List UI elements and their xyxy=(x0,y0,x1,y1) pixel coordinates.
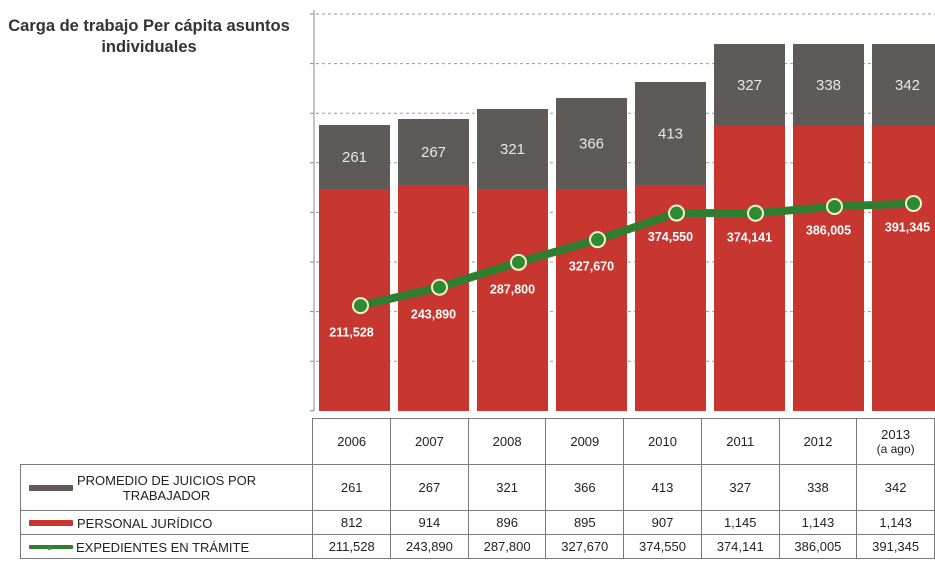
line-expedientes xyxy=(359,199,914,310)
year-label: 2007 xyxy=(414,434,444,449)
table-cell: 386,005 xyxy=(778,534,858,559)
point-expedientes xyxy=(905,195,922,213)
table-row-expedientes: EXPEDIENTES EN TRÁMITE 211,528 243,890 287… xyxy=(19,534,935,559)
data-table: 2006 2007 2008 2009 2010 2011 2012 2013 (a ago) … xyxy=(19,418,935,559)
table-cell: 338 xyxy=(778,464,858,511)
table-cell: 896 xyxy=(467,510,547,535)
point-expedientes xyxy=(826,198,843,216)
chart-title: Carga de trabajo Per cápita asuntos indi… xyxy=(8,17,290,56)
bar-promedio-juicios xyxy=(556,98,627,189)
table-cell: 391,345 xyxy=(856,534,935,559)
year-label: 2009 xyxy=(570,434,600,449)
legend-label-promedio-line1: PROMEDIO DE JUICIOS POR xyxy=(77,472,257,488)
legend-swatch-red xyxy=(29,520,73,527)
bar-label-promedio: 261 xyxy=(342,149,367,166)
bar-personal-juridico xyxy=(793,126,864,411)
year-header-cell: 2009 xyxy=(545,418,625,465)
year-header-cell: 2013 (a ago) xyxy=(856,418,935,465)
data-label-expedientes: 287,800 xyxy=(490,282,535,296)
legend-label-expedientes: EXPEDIENTES EN TRÁMITE xyxy=(76,539,250,555)
table-row-promedio: PROMEDIO DE JUICIOS POR TRABAJADOR 261 267… xyxy=(19,464,935,511)
bar-promedio-juicios xyxy=(793,44,864,126)
table-cell: 374,141 xyxy=(700,534,780,559)
table-cell: 261 xyxy=(312,464,392,511)
bar-promedio-juicios xyxy=(398,119,469,185)
legend-label-promedio-line2: TRABAJADOR xyxy=(122,487,211,503)
stacked-bar-chart: 261 267 321 366 413 327 338 342 211,528 243,890 28… xyxy=(310,10,935,412)
data-label-expedientes: 374,550 xyxy=(648,230,693,244)
year-label: 2013 xyxy=(881,427,911,442)
data-label-expedientes: 327,670 xyxy=(569,260,614,274)
year-header-cell: 2012 xyxy=(778,418,858,465)
legend-expedientes: EXPEDIENTES EN TRÁMITE xyxy=(19,534,314,559)
table-row-personal: PERSONAL JURÍDICO 812 914 896 895 907 1,145 1,… xyxy=(19,510,935,535)
year-label: 2012 xyxy=(803,434,833,449)
table-cell: 1,143 xyxy=(778,510,858,535)
bar-promedio-juicios xyxy=(319,125,390,189)
table-cell: 366 xyxy=(545,464,625,511)
legend-label-promedio: PROMEDIO DE JUICIOS POR TRABAJADOR xyxy=(77,473,256,503)
year-label: 2010 xyxy=(648,434,677,449)
bar-label-promedio: 342 xyxy=(895,77,920,94)
bar-personal-juridico xyxy=(872,126,935,411)
bar-promedio-juicios xyxy=(872,44,935,126)
point-expedientes xyxy=(589,231,606,249)
legend-swatch-gray xyxy=(29,484,73,491)
table-cell: 327,670 xyxy=(545,534,625,559)
data-label-expedientes: 374,141 xyxy=(727,230,772,244)
point-expedientes xyxy=(431,278,448,296)
data-label-expedientes: 243,890 xyxy=(411,307,456,321)
table-cell: 211,528 xyxy=(312,534,392,559)
point-expedientes xyxy=(352,297,369,315)
table-cell: 374,550 xyxy=(623,534,702,559)
table-cell: 287,800 xyxy=(467,534,547,559)
bar-promedio-juicios xyxy=(635,82,706,185)
table-cell: 327 xyxy=(700,464,780,511)
data-label-expedientes: 386,005 xyxy=(806,224,851,238)
table-cell: 895 xyxy=(545,510,625,535)
table-corner xyxy=(21,419,313,465)
table-cell: 243,890 xyxy=(390,534,469,559)
bar-personal-juridico xyxy=(477,189,548,411)
year-label: 2011 xyxy=(726,434,755,449)
data-label-expedientes: 211,528 xyxy=(329,326,374,340)
table-cell: 267 xyxy=(390,464,469,511)
bar-personal-juridico xyxy=(714,126,785,411)
bar-promedio-juicios xyxy=(714,44,785,126)
bar-label-promedio: 338 xyxy=(816,77,841,94)
legend-personal: PERSONAL JURÍDICO xyxy=(19,510,314,535)
legend-promedio: PROMEDIO DE JUICIOS POR TRABAJADOR xyxy=(19,464,314,511)
table-cell: 342 xyxy=(856,464,935,511)
point-expedientes xyxy=(747,204,764,222)
point-expedientes xyxy=(668,204,685,222)
bar-label-promedio: 366 xyxy=(579,136,604,153)
year-header-cell: 2011 xyxy=(700,418,780,465)
bar-personal-juridico xyxy=(556,189,627,411)
table-cell: 907 xyxy=(623,510,702,535)
bar-promedio-juicios xyxy=(477,109,548,189)
table-cell: 812 xyxy=(312,510,392,535)
table-cell: 1,143 xyxy=(856,510,935,535)
data-label-expedientes: 391,345 xyxy=(885,221,930,235)
year-header-cell: 2008 xyxy=(467,418,547,465)
bar-label-promedio: 267 xyxy=(421,144,446,161)
year-header-cell: 2010 xyxy=(623,418,702,465)
table-cell: 1,145 xyxy=(700,510,780,535)
bar-label-promedio: 327 xyxy=(737,77,762,94)
table-cell: 413 xyxy=(623,464,702,511)
year-header-cell: 2007 xyxy=(390,418,469,465)
legend-dot-marker-icon xyxy=(47,544,52,550)
year-header-cell: 2006 xyxy=(312,418,392,465)
year-label: 2006 xyxy=(337,434,367,449)
bar-label-promedio: 413 xyxy=(658,126,683,143)
year-label: 2008 xyxy=(492,434,522,449)
point-expedientes xyxy=(510,253,527,271)
table-cell: 914 xyxy=(390,510,469,535)
bar-label-promedio: 321 xyxy=(500,141,525,158)
legend-label-personal: PERSONAL JURÍDICO xyxy=(77,515,213,531)
year-header-row: 2006 2007 2008 2009 2010 2011 2012 2013 (a ago) xyxy=(21,418,935,465)
table-cell: 321 xyxy=(467,464,547,511)
year-sublabel: (a ago) xyxy=(876,442,915,456)
